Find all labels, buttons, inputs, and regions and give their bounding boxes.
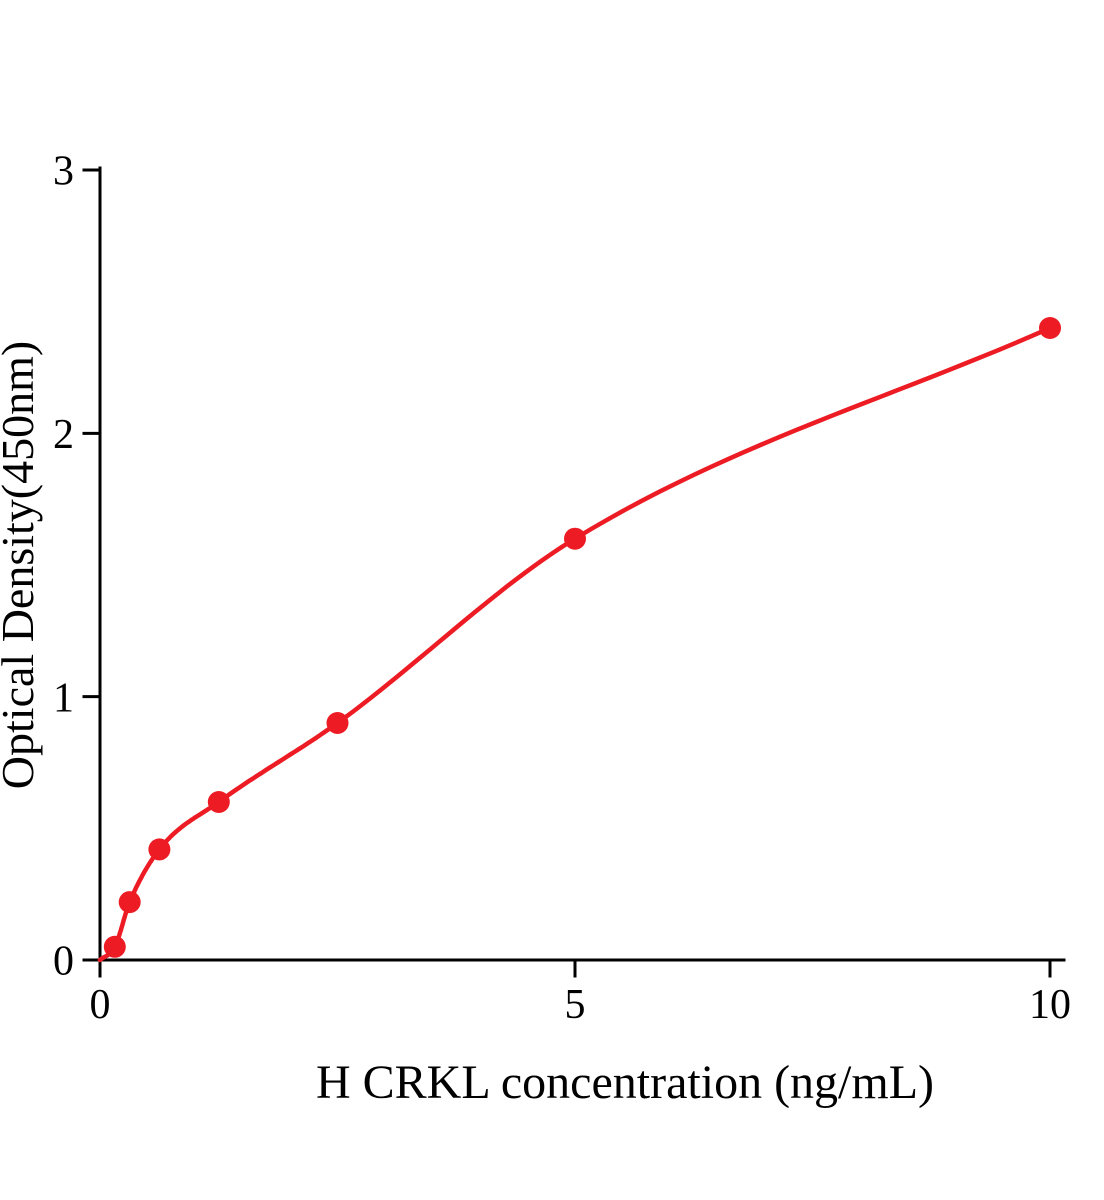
data-point [118, 891, 141, 914]
data-point [326, 712, 349, 734]
fit-curve [97, 325, 1053, 963]
x-axis-label: H CRKL concentration (ng/mL) [316, 1056, 934, 1109]
x-tick-label: 5 [565, 982, 586, 1028]
data-point [564, 527, 586, 550]
y-tick-label: 3 [53, 149, 74, 195]
data-points [103, 317, 1061, 958]
x-tick-label: 0 [90, 982, 111, 1028]
y-tick-label: 0 [53, 939, 74, 985]
data-point [207, 791, 230, 813]
y-tick-label: 1 [53, 675, 74, 721]
y-tick-label: 2 [53, 412, 74, 458]
x-tick-label: 10 [1029, 982, 1071, 1028]
data-point [148, 838, 171, 861]
axes [98, 166, 1066, 962]
tick-marks [82, 168, 1052, 978]
tick-labels: 0 1 2 3 0 5 10 [53, 149, 1071, 1028]
y-axis-label: Optical Density(450nm) [0, 341, 43, 789]
data-point [1039, 317, 1061, 339]
data-point [103, 935, 126, 958]
